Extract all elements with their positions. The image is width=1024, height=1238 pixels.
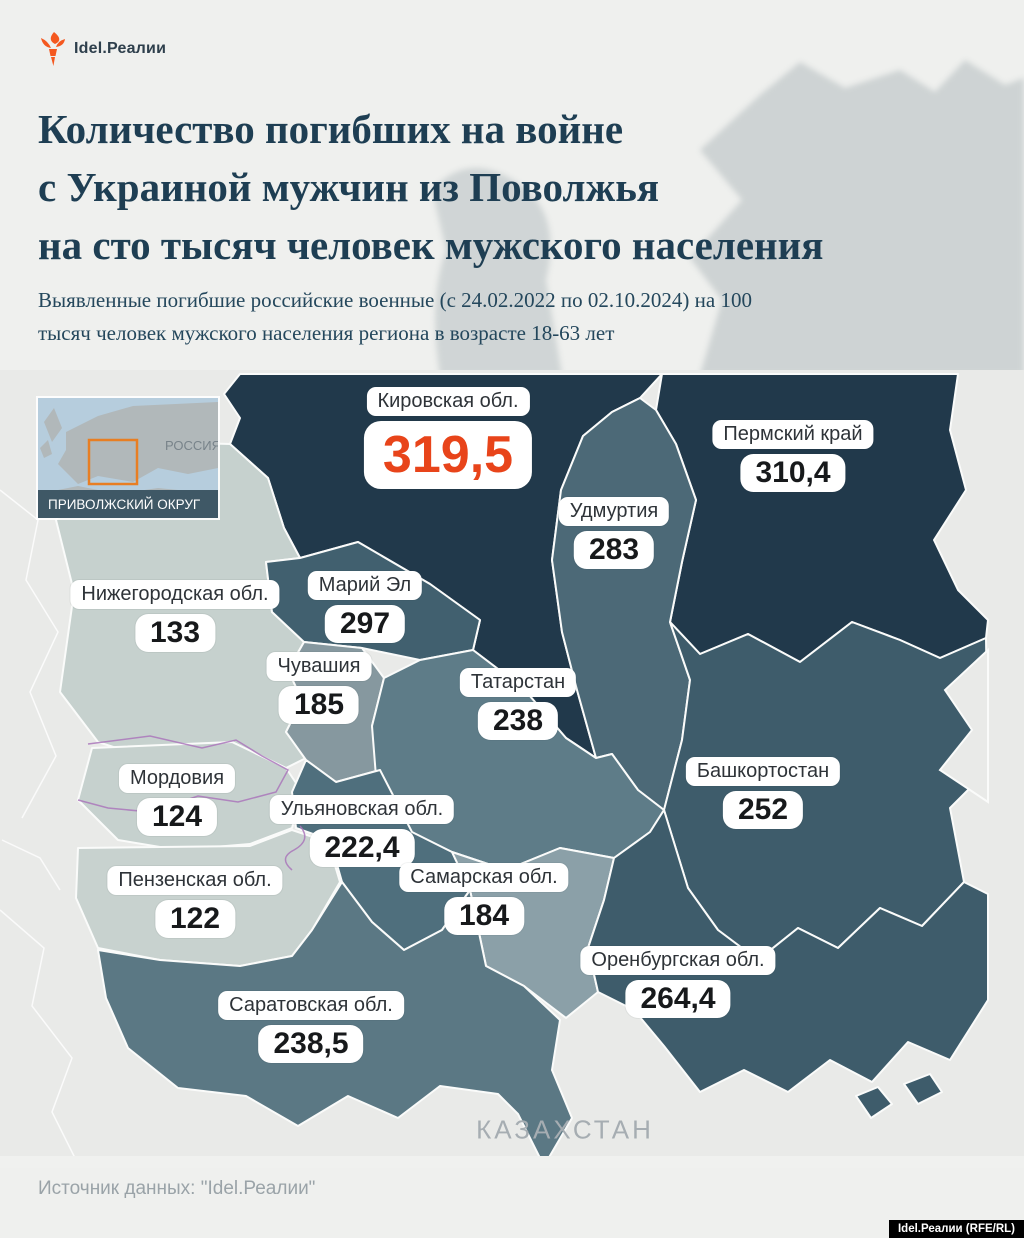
title-line: на сто тысяч человек мужского населения bbox=[38, 222, 824, 268]
subtitle-line: Выявленные погибшие российские военные (… bbox=[38, 288, 752, 312]
neighbor-borders bbox=[0, 489, 81, 1168]
silhouette-blob-center bbox=[432, 167, 562, 375]
inset-highlight-frame bbox=[87, 438, 139, 486]
map-region-orenburg-islet bbox=[855, 1086, 893, 1119]
title-line: Количество погибших на войне bbox=[38, 106, 624, 152]
title-line: с Украиной мужчин из Поволжья bbox=[38, 164, 660, 210]
inset-district-label: ПРИВОЛЖСКИЙ ОКРУГ bbox=[48, 497, 201, 512]
inset-caption-bar bbox=[38, 490, 218, 518]
page-subtitle: Выявленные погибшие российские военные (… bbox=[38, 284, 752, 350]
logo: Idel.Реалии bbox=[40, 32, 166, 66]
inset-land-bit bbox=[40, 440, 52, 458]
watermark-credit: Idel.Реалии (RFE/RL) bbox=[888, 1220, 1024, 1238]
kazakhstan-label: КАЗАХСТАН bbox=[476, 1114, 654, 1145]
torch-icon bbox=[41, 32, 65, 66]
logo-text: Idel.Реалии bbox=[74, 40, 167, 57]
inset-scandinavia bbox=[44, 408, 62, 442]
page-title: Количество погибших на войне с Украиной … bbox=[38, 100, 824, 274]
map-region-orenburg-islet bbox=[903, 1073, 943, 1105]
inset-map: РОССИЯ ПРИВОЛЖСКИЙ ОКРУГ bbox=[38, 398, 218, 518]
bottom-strip bbox=[0, 1156, 1024, 1168]
map-region-perm bbox=[655, 373, 989, 663]
map-region-saratov bbox=[97, 881, 573, 1167]
subtitle-line: тысяч человек мужского населения региона… bbox=[38, 321, 615, 345]
neighbor-notch-east bbox=[938, 647, 989, 804]
background-silhouette bbox=[432, 60, 1024, 375]
source-note: Источник данных: "Idel.Реалии" bbox=[38, 1178, 316, 1199]
inset-country-label: РОССИЯ bbox=[165, 438, 218, 453]
silhouette-blob-right bbox=[690, 60, 1024, 375]
